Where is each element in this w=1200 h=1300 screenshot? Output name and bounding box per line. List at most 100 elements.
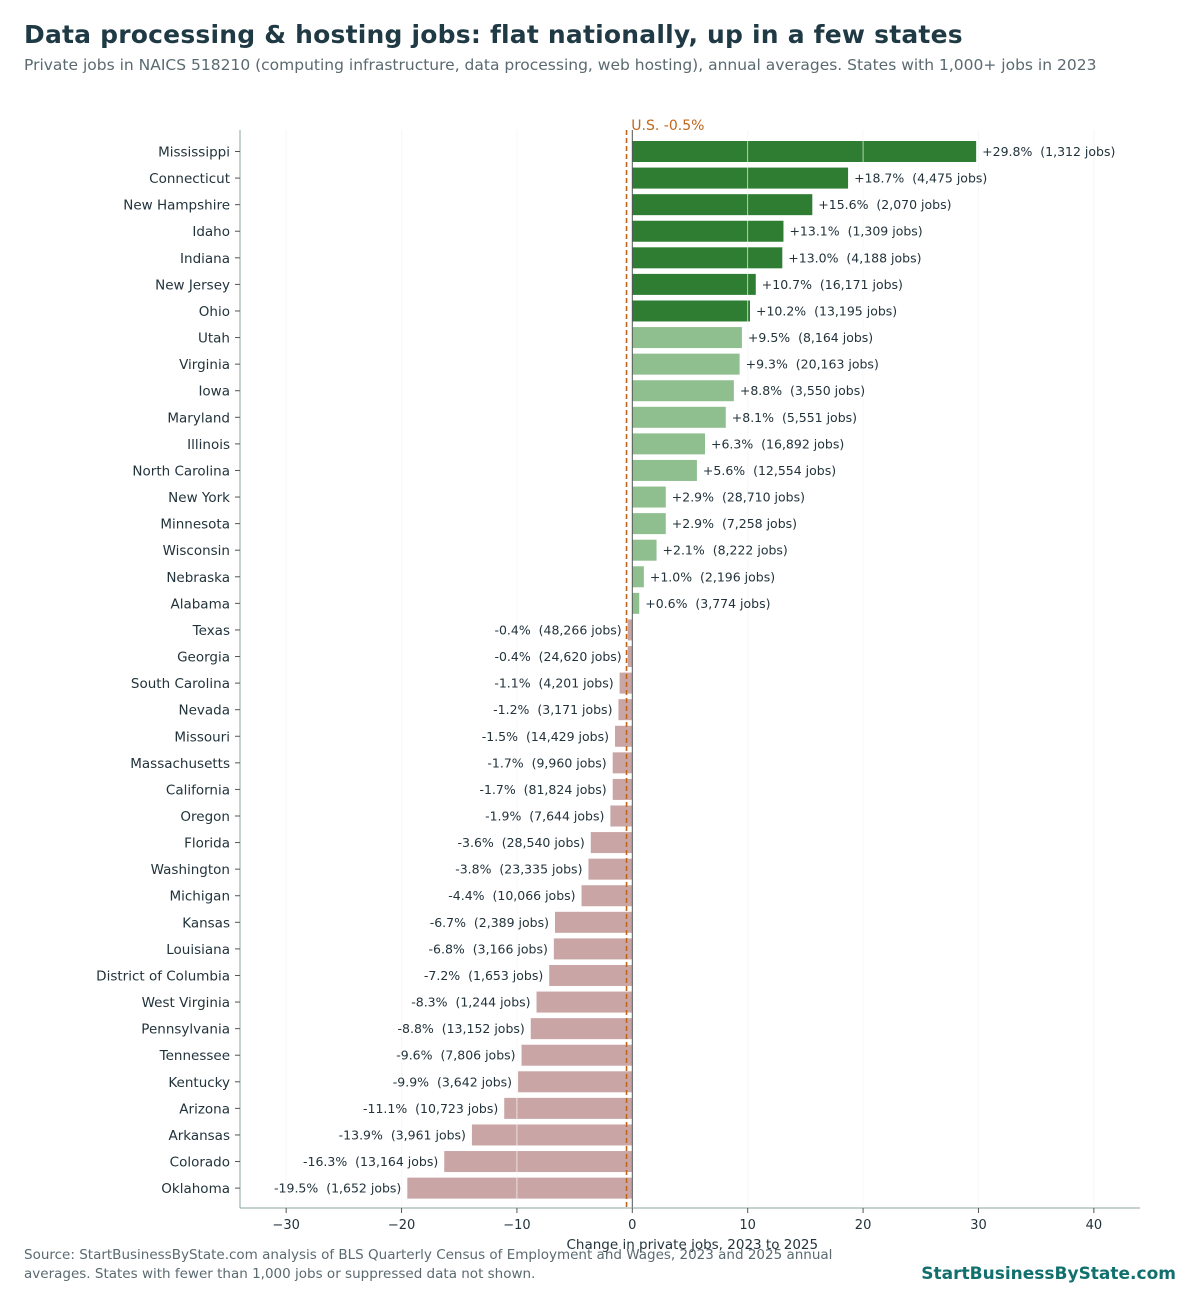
state-label: Nebraska xyxy=(166,570,230,586)
bar-value-label: -9.9% (3,642 jobs) xyxy=(393,1074,512,1089)
bar-value-label: +1.0% (2,196 jobs) xyxy=(650,569,775,584)
state-label: Wisconsin xyxy=(163,543,230,559)
bar-value-label: +29.8% (1,312 jobs) xyxy=(982,144,1115,159)
bar-value-label: -6.7% (2,389 jobs) xyxy=(430,915,549,930)
bar xyxy=(590,832,633,854)
bar-value-label: -1.7% (9,960 jobs) xyxy=(487,755,606,770)
bar-value-label: -8.8% (13,152 jobs) xyxy=(398,1021,525,1036)
bar xyxy=(632,353,740,375)
bar xyxy=(632,592,640,614)
bar xyxy=(471,1124,633,1146)
bar xyxy=(632,513,666,535)
bar xyxy=(618,699,633,721)
bar xyxy=(530,1018,633,1040)
state-label: West Virginia xyxy=(142,995,230,1011)
bar xyxy=(632,433,705,455)
state-label: Georgia xyxy=(177,650,230,666)
x-tick-label: −10 xyxy=(503,1218,530,1233)
bar-value-label: -4.4% (10,066 jobs) xyxy=(448,888,575,903)
state-label: Illinois xyxy=(187,437,230,453)
state-label: Iowa xyxy=(198,384,230,400)
bar-value-label: -1.1% (4,201 jobs) xyxy=(494,676,613,691)
bar xyxy=(632,459,697,481)
bar xyxy=(632,300,750,322)
bar xyxy=(632,167,849,189)
bar xyxy=(632,539,657,561)
state-label: New Jersey xyxy=(155,277,230,293)
state-label: South Carolina xyxy=(131,676,230,692)
bar xyxy=(504,1097,633,1119)
bar-value-label: +2.9% (28,710 jobs) xyxy=(672,490,805,505)
bar-value-label: +2.9% (7,258 jobs) xyxy=(672,516,797,531)
bar-value-label: +15.6% (2,070 jobs) xyxy=(818,197,951,212)
state-label: Mississippi xyxy=(158,145,230,161)
bar xyxy=(612,752,633,774)
state-label: Utah xyxy=(198,331,230,347)
bar-value-label: +8.8% (3,550 jobs) xyxy=(740,383,865,398)
bar xyxy=(518,1071,633,1093)
bar xyxy=(632,247,783,269)
bar-value-label: -3.8% (23,335 jobs) xyxy=(455,862,582,877)
bar xyxy=(555,911,633,933)
state-label: Arkansas xyxy=(168,1128,230,1144)
bar-value-label: +13.0% (4,188 jobs) xyxy=(788,250,921,265)
state-label: Missouri xyxy=(174,729,230,745)
bar-value-label: -1.9% (7,644 jobs) xyxy=(485,809,604,824)
state-label: District of Columbia xyxy=(96,968,230,984)
state-label: Indiana xyxy=(180,251,230,267)
bar xyxy=(581,885,633,907)
bar-value-label: -0.4% (24,620 jobs) xyxy=(494,649,621,664)
x-tick-label: 20 xyxy=(855,1218,872,1233)
bar xyxy=(536,991,633,1013)
state-label: Tennessee xyxy=(159,1048,230,1064)
x-tick-label: −30 xyxy=(272,1218,299,1233)
bar-value-label: +0.6% (3,774 jobs) xyxy=(645,596,770,611)
bar-value-label: -1.5% (14,429 jobs) xyxy=(482,729,609,744)
bar xyxy=(632,141,977,162)
bar-value-label: +13.1% (1,309 jobs) xyxy=(789,224,922,239)
bar-value-label: +9.5% (8,164 jobs) xyxy=(748,330,873,345)
state-label: New Hampshire xyxy=(123,198,230,214)
state-label: New York xyxy=(168,490,230,506)
x-tick-label: 10 xyxy=(739,1218,756,1233)
state-label: Nevada xyxy=(178,703,230,719)
bar-value-label: -9.6% (7,806 jobs) xyxy=(396,1048,515,1063)
state-label: Kentucky xyxy=(168,1075,230,1091)
labels: U.S. -0.5% −30 −20 −10 0 10 20 30 40 Mississippi +… xyxy=(96,118,1115,1233)
bar-value-label: +9.3% (20,163 jobs) xyxy=(746,357,879,372)
state-label: Maryland xyxy=(167,410,230,426)
state-label: Minnesota xyxy=(160,517,230,533)
state-label: Oregon xyxy=(180,809,230,825)
bar-value-label: -13.9% (3,961 jobs) xyxy=(339,1127,466,1142)
bar xyxy=(444,1151,633,1173)
state-label: Colorado xyxy=(170,1155,230,1171)
x-tick-label: 30 xyxy=(970,1218,987,1233)
bars xyxy=(285,130,1095,1208)
bar-value-label: -8.3% (1,244 jobs) xyxy=(411,995,530,1010)
state-label: Kansas xyxy=(182,915,230,931)
x-tick-label: 40 xyxy=(1086,1218,1103,1233)
bar-value-label: -1.7% (81,824 jobs) xyxy=(479,782,606,797)
bar xyxy=(588,858,633,880)
bar-value-label: -19.5% (1,652 jobs) xyxy=(274,1181,401,1196)
state-label: North Carolina xyxy=(132,463,230,479)
state-label: Massachusetts xyxy=(130,756,230,772)
state-label: Connecticut xyxy=(149,171,230,187)
bar-value-label: +18.7% (4,475 jobs) xyxy=(854,171,987,186)
bar xyxy=(632,273,756,295)
state-label: Alabama xyxy=(170,596,230,612)
state-label: Ohio xyxy=(199,304,230,320)
bar xyxy=(549,964,633,986)
bar-value-label: +8.1% (5,551 jobs) xyxy=(732,410,857,425)
brand-link[interactable]: StartBusinessByState.com xyxy=(921,1264,1176,1284)
x-tick-label: −20 xyxy=(388,1218,415,1233)
bar xyxy=(632,327,742,349)
bar xyxy=(632,406,726,428)
bar-value-label: -0.4% (48,266 jobs) xyxy=(494,622,621,637)
bar-value-label: -11.1% (10,723 jobs) xyxy=(363,1101,498,1116)
source-note: Source: StartBusinessByState.com analysi… xyxy=(24,1247,833,1282)
bar xyxy=(610,805,633,827)
bar xyxy=(627,619,633,641)
bar xyxy=(632,220,784,242)
